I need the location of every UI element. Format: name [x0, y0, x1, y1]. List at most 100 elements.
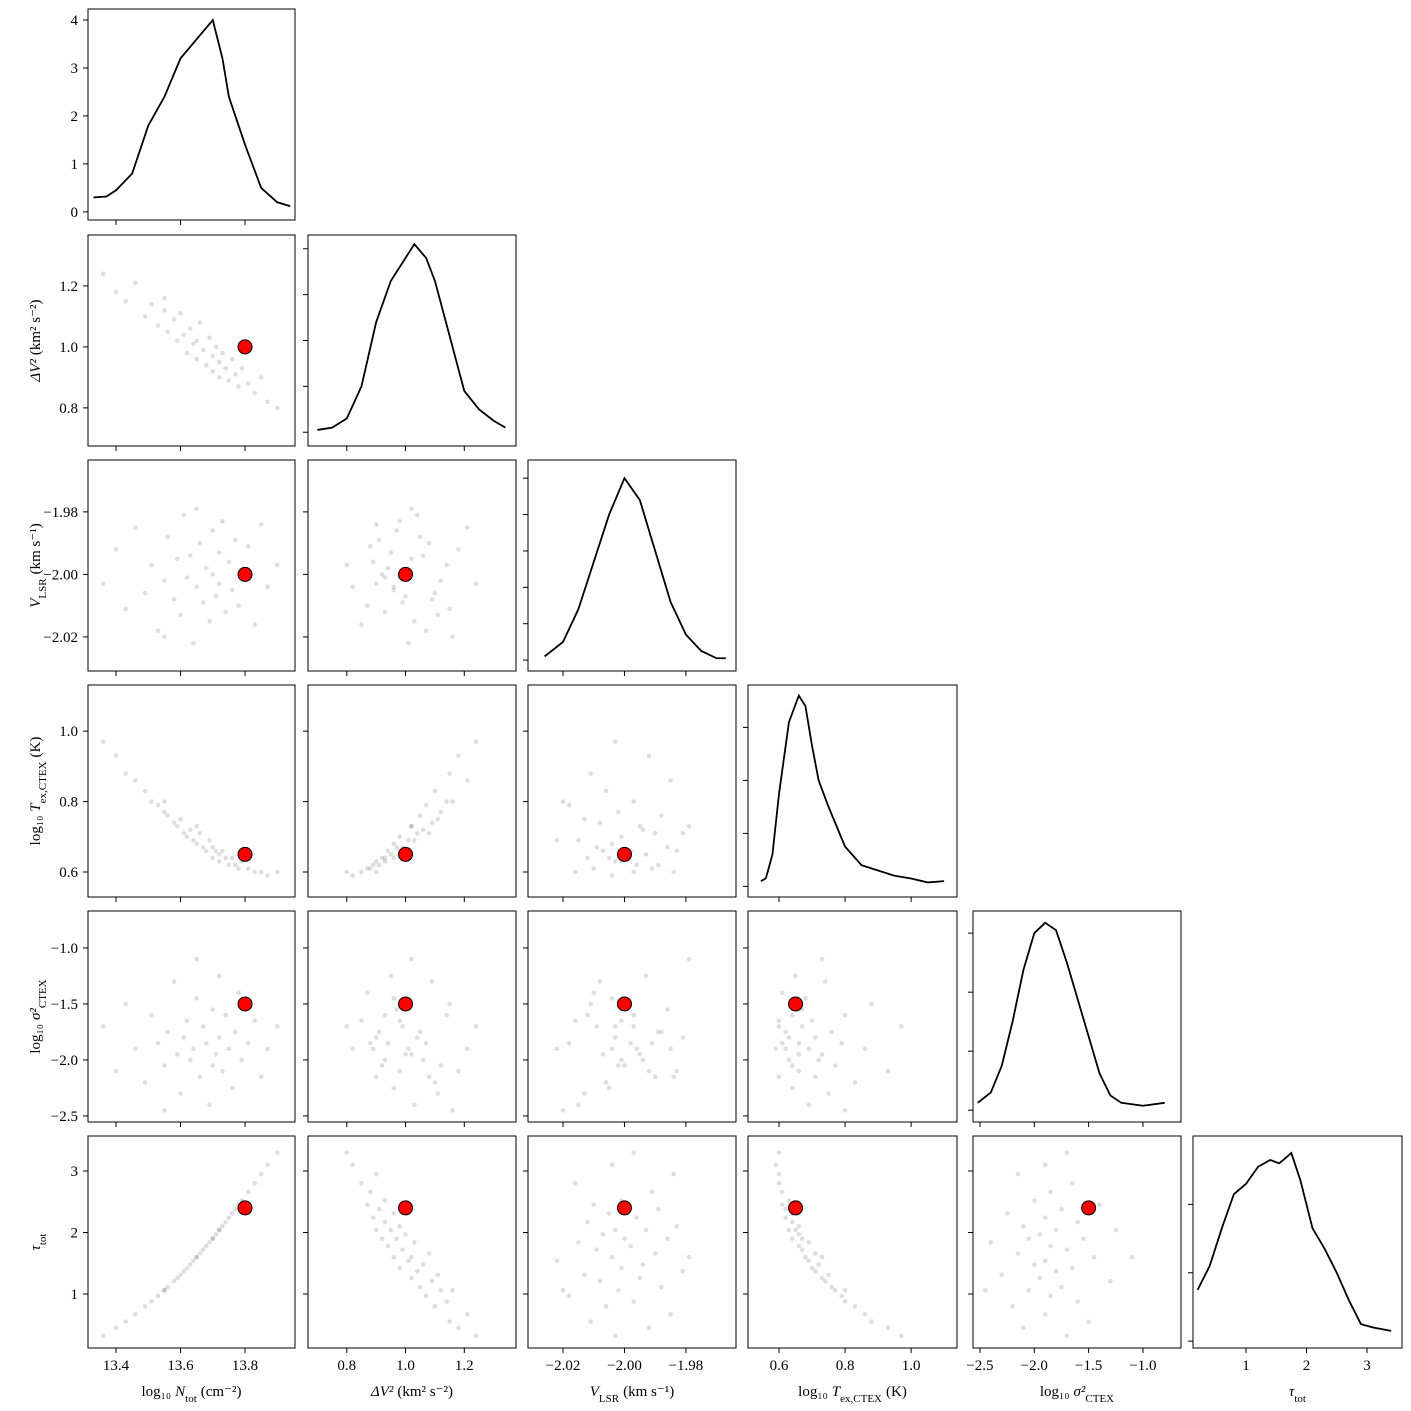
- panel-frame: [307, 910, 517, 1123]
- sample-point: [397, 1018, 402, 1024]
- x-tick-label: 1.0: [396, 1358, 415, 1374]
- sample-point: [385, 1243, 391, 1249]
- label-part: LSR: [37, 578, 49, 599]
- sample-point: [165, 1029, 170, 1035]
- sample-point: [582, 816, 587, 822]
- sample-point: [365, 1202, 370, 1208]
- sample-point: [435, 1272, 441, 1278]
- sample-point: [473, 1333, 479, 1339]
- sample-point: [773, 1162, 779, 1168]
- panel: [523, 684, 737, 902]
- sample-point: [832, 1063, 838, 1068]
- sample-point: [223, 855, 228, 861]
- sample-point: [191, 341, 196, 347]
- panel-frame: [527, 684, 737, 898]
- sample-point: [612, 1024, 618, 1029]
- sample-point: [204, 1243, 209, 1249]
- sample-point: [233, 537, 238, 543]
- sample-point: [400, 600, 405, 605]
- truth-point: [616, 996, 632, 1012]
- sample-point: [187, 827, 193, 833]
- sample-point: [582, 1272, 587, 1278]
- sample-point: [216, 859, 222, 864]
- sample-point: [609, 873, 615, 878]
- sample-point: [210, 855, 216, 861]
- y-tick-label: 0.8: [59, 401, 78, 417]
- truth-point: [616, 846, 632, 862]
- label-part: CTEX: [37, 979, 49, 1008]
- sample-point: [799, 1024, 805, 1029]
- sample-point: [646, 1068, 652, 1074]
- panel: 1 2 3: [1188, 1135, 1403, 1374]
- sample-point: [403, 1052, 408, 1057]
- sample-point: [1064, 1333, 1070, 1339]
- sample-point: [197, 1251, 203, 1256]
- sample-point: [680, 830, 686, 836]
- sample-point: [391, 841, 397, 847]
- sample-point: [258, 375, 264, 380]
- sample-point: [162, 634, 167, 640]
- sample-point: [634, 1215, 640, 1221]
- sample-point: [207, 335, 212, 341]
- sample-point: [184, 1265, 190, 1271]
- label-part: log₁₀: [798, 1384, 828, 1400]
- sample-point: [612, 859, 618, 864]
- sample-point: [100, 271, 106, 277]
- sample-point: [382, 575, 388, 580]
- sample-point: [258, 1074, 264, 1080]
- sample-point: [819, 956, 825, 962]
- density-line: [317, 242, 506, 431]
- sample-point: [655, 1029, 661, 1035]
- sample-point: [813, 1268, 818, 1274]
- sample-point: [796, 1040, 802, 1046]
- sample-point: [420, 553, 426, 558]
- sample-point: [1015, 1171, 1021, 1177]
- truth-point: [237, 996, 253, 1012]
- sample-point: [123, 1001, 129, 1007]
- sample-point: [786, 1227, 792, 1233]
- sample-point: [1042, 1258, 1048, 1264]
- sample-point: [403, 1232, 408, 1237]
- sample-point: [1048, 1189, 1053, 1195]
- sample-point: [819, 1275, 825, 1281]
- sample-point: [274, 1150, 280, 1155]
- sample-point: [406, 1046, 411, 1052]
- panel-frame: [972, 910, 1182, 1123]
- sample-point: [1070, 1180, 1075, 1186]
- sample-point: [637, 1275, 643, 1281]
- sample-point: [783, 1215, 788, 1221]
- sample-point: [447, 1001, 452, 1007]
- sample-point: [600, 848, 606, 854]
- sample-point: [566, 1293, 572, 1299]
- sample-point: [233, 372, 238, 377]
- sample-point: [123, 771, 129, 776]
- sample-point: [898, 1333, 904, 1339]
- panel: [968, 910, 1182, 1127]
- sample-point: [799, 1236, 805, 1241]
- sample-point: [668, 1311, 673, 1317]
- sample-point: [200, 1247, 206, 1253]
- sample-point: [162, 295, 167, 301]
- sample-point: [397, 834, 402, 840]
- panel: [303, 684, 517, 902]
- x-axis-label: log₁₀ Tex,CTEX (K): [798, 1384, 907, 1405]
- sample-point: [274, 405, 280, 411]
- sample-point: [184, 1018, 190, 1024]
- sample-point: [213, 1232, 219, 1237]
- sample-point: [409, 1254, 414, 1260]
- x-tick-label: −1.5: [1075, 1358, 1102, 1374]
- sample-point: [397, 1224, 402, 1229]
- sample-point: [1042, 1311, 1048, 1317]
- sample-point: [344, 869, 350, 875]
- sample-point: [1026, 1288, 1032, 1293]
- sample-point: [1015, 1251, 1021, 1256]
- sample-point: [197, 320, 203, 325]
- sample-point: [162, 809, 167, 815]
- sample-point: [464, 1046, 470, 1052]
- sample-point: [391, 1211, 397, 1216]
- x-tick-label: 13.8: [232, 1358, 258, 1374]
- sample-point: [619, 1018, 624, 1024]
- sample-point: [210, 353, 216, 359]
- sample-point: [447, 606, 452, 612]
- sample-point: [391, 855, 397, 861]
